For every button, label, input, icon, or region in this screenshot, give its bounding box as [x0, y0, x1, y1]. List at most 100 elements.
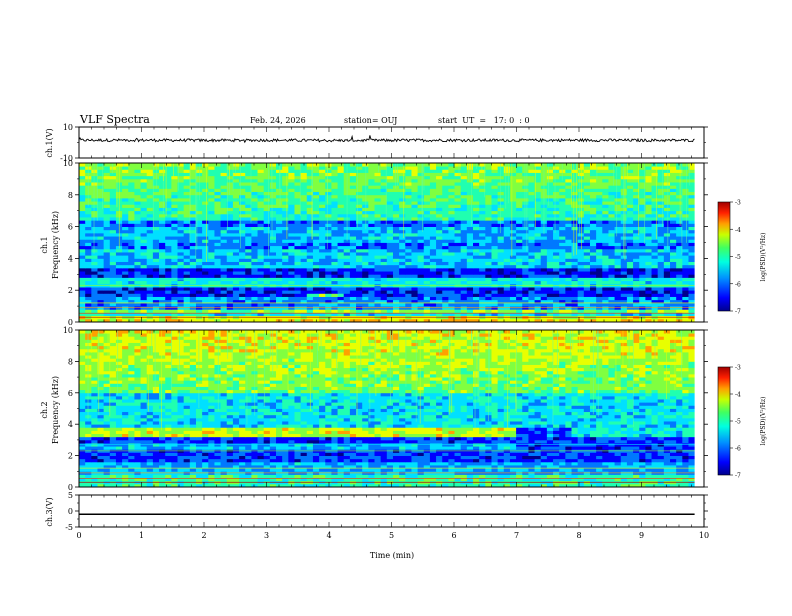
ch1-spectrogram-cell	[424, 255, 431, 259]
ch1-spectrogram-cell	[178, 309, 185, 313]
ch1-spectrogram-cell	[516, 179, 523, 183]
ch1-spectrogram-cell	[590, 214, 597, 218]
ch1-spectrogram-cell	[233, 169, 240, 173]
ch1-spectrogram-cell	[208, 198, 215, 202]
ch1-spectrogram-cell	[208, 230, 215, 234]
ch1-spectrogram-cell	[122, 173, 129, 177]
ch1-spectrogram-cell	[301, 309, 308, 313]
ch1-spectrogram-cell	[301, 290, 308, 294]
ch1-spectrogram-cell	[331, 255, 338, 259]
ch1-spectrogram-cell	[498, 243, 505, 247]
ch1-spectrogram-cell	[682, 271, 689, 275]
ch1-spectrogram-cell	[171, 185, 178, 189]
ch1-spectrogram-cell	[184, 246, 191, 250]
ch1-spectrogram-cell	[350, 243, 357, 247]
ch1-spectrogram-cell	[258, 309, 265, 313]
ch1-spectrogram-cell	[362, 185, 369, 189]
ch1-spectrogram-cell	[294, 268, 301, 272]
ch1-spectrogram-cell	[627, 265, 634, 269]
ch1-spectrogram-cell	[602, 208, 609, 212]
ch1-spectrogram-cell	[159, 239, 166, 243]
ch1-spectrogram-cell	[682, 173, 689, 177]
ch1-spectrogram-cell	[590, 249, 597, 253]
ch1-spectrogram-cell	[473, 255, 480, 259]
ch1-spectrogram-cell	[85, 293, 92, 297]
ch1-spectrogram-cell	[264, 166, 271, 170]
ch1-spectrogram-cell	[319, 287, 326, 291]
ch1-spectrogram-cell	[510, 297, 517, 301]
ch1-spectrogram-cell	[233, 208, 240, 212]
ch1-spectrogram-cell	[141, 220, 148, 224]
ch1-spectrogram-cell	[602, 287, 609, 291]
ch1-spectrogram-cell	[491, 188, 498, 192]
ch1-spectrogram-cell	[455, 293, 462, 297]
ch1-spectrogram-cell	[233, 204, 240, 208]
ch1-spectrogram-cell	[627, 179, 634, 183]
ch1-spectrogram-cell	[442, 217, 449, 221]
ch1-spectrogram-cell	[608, 265, 615, 269]
ch1-spectrogram-cell	[171, 201, 178, 205]
ch1-spectrogram-cell	[282, 243, 289, 247]
ch1-spectrogram-cell	[627, 188, 634, 192]
ch1-spectrogram-cell	[578, 185, 585, 189]
ch1-spectrogram-cell	[676, 262, 683, 266]
ch1-spectrogram-cell	[565, 198, 572, 202]
ch1-spectrogram-cell	[362, 246, 369, 250]
ch1-spectrogram-cell	[331, 192, 338, 196]
ch1-spectrogram-cell	[233, 188, 240, 192]
ch1-spectrogram-cell	[516, 195, 523, 199]
ch1-spectrogram-cell	[159, 249, 166, 253]
ch1-spectrogram-cell	[467, 246, 474, 250]
ch1-spectrogram-cell	[584, 271, 591, 275]
ch1-spectrogram-cell	[171, 297, 178, 301]
ch1-spectrogram-cell	[381, 230, 388, 234]
ch1-spectrogram-cell	[375, 249, 382, 253]
ch1-spectrogram-cell	[621, 176, 628, 180]
ch1-spectrogram-cell	[418, 303, 425, 307]
ch1-spectrogram-cell	[535, 243, 542, 247]
ch1-spectrogram-cell	[448, 179, 455, 183]
ch1-spectrogram-cell	[134, 271, 141, 275]
ch1-spectrogram-cell	[196, 293, 203, 297]
ch1-spectrogram-cell	[184, 236, 191, 240]
ch1-spectrogram-cell	[79, 265, 86, 269]
ch1-spectrogram-cell	[578, 287, 585, 291]
ch1-spectrogram-cell	[522, 281, 529, 285]
ch1-spectrogram-cell	[565, 281, 572, 285]
ch1-spectrogram-cell	[362, 182, 369, 186]
ch1-spectrogram-cell	[319, 176, 326, 180]
ch1-spectrogram-cell	[522, 223, 529, 227]
ch1-spectrogram-cell	[356, 287, 363, 291]
ch1-spectrogram-cell	[682, 252, 689, 256]
ch1-spectrogram-cell	[442, 243, 449, 247]
ch1-spectrogram-cell	[239, 271, 246, 275]
ch1-spectrogram-cell	[264, 252, 271, 256]
ch1-spectrogram-cell	[399, 258, 406, 262]
ch1-spectrogram-cell	[307, 243, 314, 247]
ch1-spectrogram-cell	[282, 201, 289, 205]
ch1-spectrogram-cell	[645, 258, 652, 262]
ch1-spectrogram-cell	[510, 236, 517, 240]
ch1-spectrogram-cell	[282, 309, 289, 313]
ch1-spectrogram-cell	[411, 166, 418, 170]
ch1-spectrogram-cell	[627, 182, 634, 186]
ch1-spectrogram-cell	[405, 179, 412, 183]
ch1-spectrogram-cell	[110, 281, 117, 285]
ch1-spectrogram-cell	[233, 274, 240, 278]
ch1-spectrogram-cell	[313, 255, 320, 259]
ch1-spectrogram-cell	[153, 297, 160, 301]
ch1-spectrogram-cell	[270, 265, 277, 269]
ch1-spectrogram-cell	[535, 236, 542, 240]
ch1-spectrogram-cell	[436, 217, 443, 221]
ch1-spectrogram-cell	[455, 192, 462, 196]
ch1-spectrogram-cell	[97, 309, 104, 313]
ch1-spectrogram-cell	[233, 255, 240, 259]
ch1-spectrogram-cell	[350, 239, 357, 243]
ch1-spectrogram-cell	[227, 265, 234, 269]
ch1-spectrogram-cell	[97, 290, 104, 294]
ch1-spectrogram-cell	[85, 249, 92, 253]
ch1-spectrogram-cell	[368, 230, 375, 234]
ch1-spectrogram-cell	[239, 192, 246, 196]
ch1-spectrogram-cell	[362, 268, 369, 272]
ch1-spectrogram-cell	[559, 192, 566, 196]
